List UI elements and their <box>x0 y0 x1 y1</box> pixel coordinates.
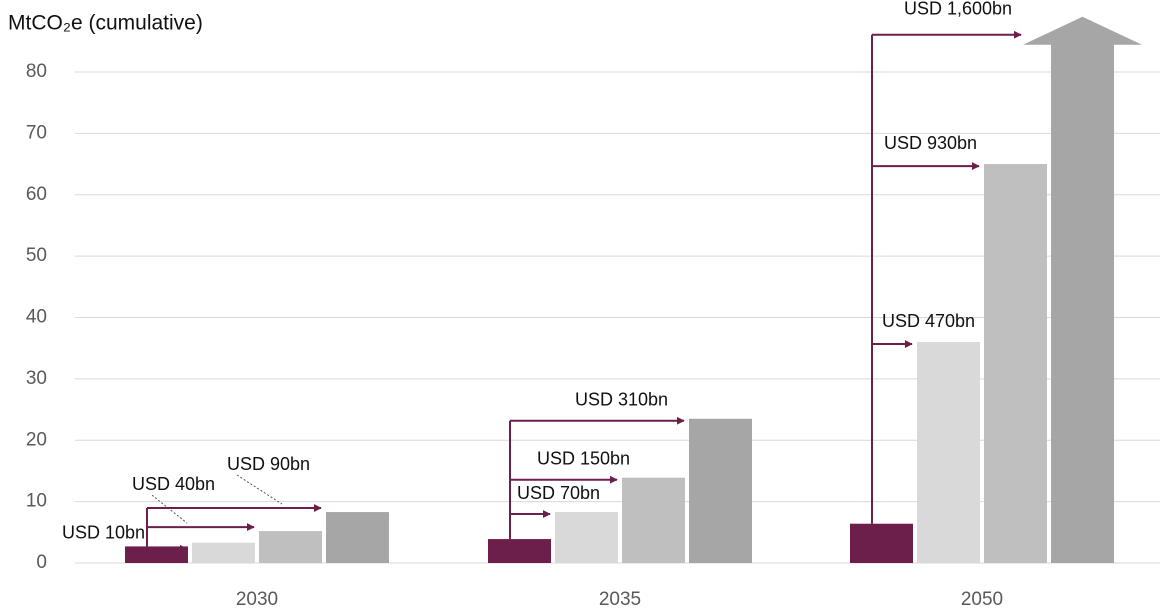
axis-title: MtCO₂e (cumulative) <box>8 12 203 35</box>
annotation-label: USD 40bn <box>132 474 215 494</box>
y-tick-label: 20 <box>26 429 47 450</box>
x-tick-label: 2050 <box>961 589 1003 610</box>
y-tick-label: 60 <box>26 184 47 205</box>
bar <box>917 342 980 563</box>
leader-line <box>236 474 283 505</box>
y-tick-label: 40 <box>26 307 47 328</box>
annotation-label: USD 1,600bn <box>904 0 1012 19</box>
x-tick-label: 2030 <box>236 589 278 610</box>
arrow-bar <box>1023 16 1142 563</box>
y-tick-label: 30 <box>26 368 47 389</box>
leader-line <box>151 494 188 524</box>
x-tick-label: 2035 <box>599 589 641 610</box>
bar <box>192 542 255 563</box>
bar <box>622 477 685 563</box>
annotation-label: USD 70bn <box>517 483 600 503</box>
bar <box>555 512 618 563</box>
annotation-label: USD 90bn <box>227 454 310 474</box>
bar <box>488 539 551 563</box>
bar <box>689 418 752 563</box>
annotation-label: USD 310bn <box>575 390 668 410</box>
bar <box>259 531 322 563</box>
y-tick-label: 10 <box>26 491 47 512</box>
annotation-label: USD 930bn <box>884 133 977 153</box>
annotation-label: USD 150bn <box>537 448 630 468</box>
y-tick-label: 50 <box>26 245 47 266</box>
bar <box>326 512 389 563</box>
y-tick-label: 70 <box>26 122 47 143</box>
y-tick-label: 80 <box>26 61 47 82</box>
bar <box>125 546 188 563</box>
bar <box>984 164 1047 563</box>
bar <box>850 523 913 563</box>
annotation-label: USD 10bn <box>62 522 145 542</box>
annotation-label: USD 470bn <box>882 311 975 331</box>
y-tick-label: 0 <box>36 552 47 573</box>
